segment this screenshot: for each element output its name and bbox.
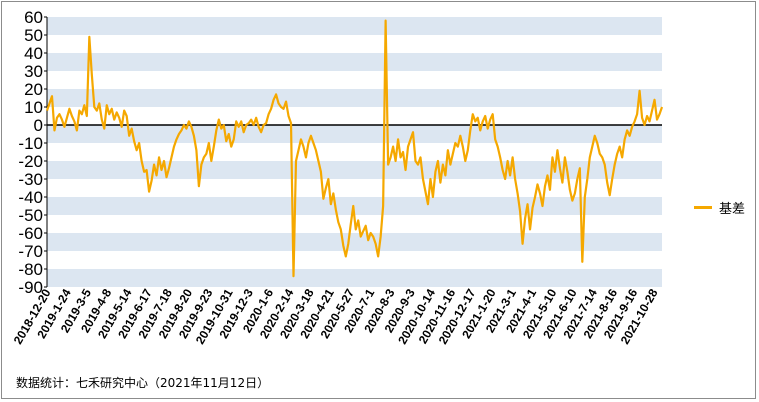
y-tick-label: 40 [24,44,43,63]
y-tick-label: 60 [24,8,43,27]
y-tick-label: 20 [24,80,43,99]
legend-label: 基差 [719,202,746,217]
grid-band [47,161,662,179]
y-tick-label: -40 [18,188,43,207]
y-tick-label: -90 [18,278,43,297]
grid-band [47,17,662,35]
grid-band [47,89,662,107]
y-tick-label: -60 [18,224,43,243]
y-tick-label: -10 [18,134,43,153]
y-tick-label: 30 [24,62,43,81]
source-note: 数据统计：七禾研究中心（2021年11月12日） [16,376,270,390]
axes [46,17,662,287]
y-tick-label: -70 [18,242,43,261]
y-tick-label: 0 [34,116,43,135]
grid-band [47,125,662,143]
y-tick-label: -30 [18,170,43,189]
legend-swatch [694,206,712,209]
y-tick-label: -50 [18,206,43,225]
series-group [45,19,664,278]
y-tick-label: -80 [18,260,43,279]
grid-band [47,197,662,215]
grid-band [47,233,662,251]
legend: 基差 [694,198,745,217]
y-tick-label: -20 [18,152,43,171]
y-tick-label: 50 [24,26,43,45]
y-tick-label: 10 [24,98,43,117]
x-axis-ticks: 2018-12-202019-1-242019-3-52019-4-82019-… [11,286,661,346]
grid-bands [47,17,662,287]
grid-band [47,53,662,71]
grid-band [47,269,662,287]
series-line-basis [45,19,664,278]
